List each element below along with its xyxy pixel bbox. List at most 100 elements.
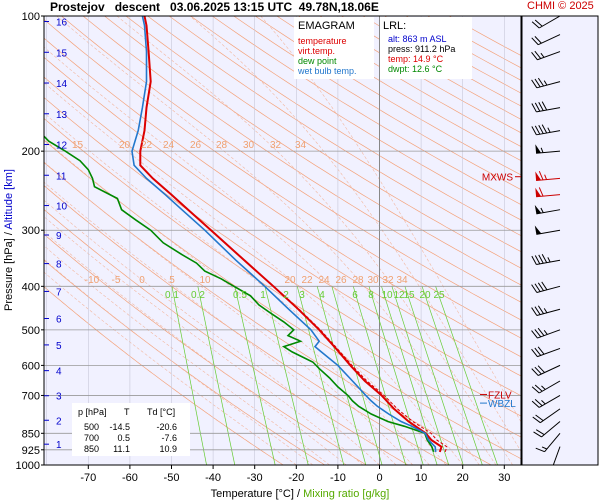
wind-barb-flag (531, 307, 538, 316)
wind-barb-staff (537, 51, 561, 61)
mixing-ratio-label: 20 (419, 290, 431, 301)
wind-pennant (534, 204, 542, 214)
pressure-tick-label: 850 (22, 428, 40, 440)
moist-adiabat-label: -10 (85, 275, 100, 286)
dry-adiabat-line (44, 76, 521, 397)
wind-barb (534, 204, 561, 215)
table-cell: 700 (84, 433, 99, 443)
table-background (72, 403, 190, 456)
wind-barb-flag (541, 124, 548, 134)
dry-adiabat-line (147, 16, 521, 253)
lrl-line: alt: 863 m ASL (388, 34, 447, 44)
temperature-tick-label: -50 (164, 472, 180, 484)
mixing-ratio-line (435, 286, 498, 465)
wind-barb (531, 281, 561, 294)
dry-adiabat-line (44, 56, 521, 377)
moist-adiabat-label: 32 (382, 275, 394, 286)
wind-barb-half (543, 308, 548, 314)
dry-adiabat-label: 20 (119, 140, 131, 151)
lrl-title: LRL: (383, 20, 406, 32)
table-cell: -20.6 (156, 422, 177, 432)
altitude-tick-label: 11 (56, 171, 67, 182)
wind-barb (532, 408, 561, 424)
wind-barb-flag (534, 329, 542, 338)
mixing-ratio-line (171, 286, 207, 465)
wind-barb-flag (537, 327, 545, 336)
temperature-tick-label: 30 (498, 472, 510, 484)
wind-barb-half (540, 147, 544, 153)
wind-barb-staff (536, 308, 561, 316)
moist-adiabat-label: 5 (169, 275, 175, 286)
moist-adiabat-line (44, 258, 314, 465)
dry-adiabat-label: 28 (216, 140, 228, 151)
mixing-ratio-label: 2 (283, 290, 289, 301)
wind-barb-half (543, 80, 548, 86)
mixing-ratio-line (316, 286, 367, 465)
wind-barb (531, 305, 561, 316)
mixing-ratio-label: 0.2 (191, 290, 205, 301)
wind-barb-staff (536, 194, 561, 198)
wind-barb-flag (534, 399, 543, 407)
wind-barb (531, 77, 561, 89)
wind-barb-half (541, 385, 546, 390)
wind-barb-half (541, 400, 546, 405)
altitude-tick-label: 13 (56, 110, 68, 121)
lrl-background (380, 17, 472, 79)
wind-barb-flag (531, 348, 538, 357)
moist-adiabat-line (44, 161, 414, 465)
altitude-tick-label: 5 (56, 341, 62, 352)
wind-barb-flag (534, 78, 541, 88)
dry-adiabat-label: 15 (72, 140, 84, 151)
wind-barb-flag (534, 306, 541, 315)
wind-barb-staff (536, 81, 561, 89)
dry-adiabat-label: 22 (141, 140, 153, 151)
wind-pennant (535, 187, 542, 197)
wind-barb-half (547, 127, 551, 133)
moist-adiabat-label: 0 (139, 275, 145, 286)
altitude-tick-label: 15 (56, 48, 68, 59)
legend-item-label: virt.temp. (298, 46, 335, 56)
moist-adiabat-label: 26 (335, 275, 347, 286)
wind-barb-flag (531, 103, 537, 113)
moist-adiabat-label: 30 (367, 275, 379, 286)
wind-barb-flag (531, 400, 540, 408)
wind-barb-flag (534, 50, 542, 59)
mixing-ratio-line (234, 286, 276, 465)
wind-barb-staff (537, 347, 561, 358)
wind-barb-staff (537, 329, 561, 339)
wind-barb-staff (552, 446, 561, 465)
wind-barb-staff (536, 107, 561, 113)
mixing-ratio-line (421, 286, 483, 465)
lrl-line: temp: 14.9 °C (388, 54, 444, 64)
temperature-tick-label: 20 (457, 472, 469, 484)
mixing-ratio-label: 25 (433, 290, 445, 301)
wind-barb-flag (531, 21, 540, 29)
wind-barb (531, 395, 561, 408)
mixing-ratio-label: 1 (260, 290, 266, 301)
mixing-ratio-label: 15 (403, 290, 415, 301)
wind-barb-half (541, 446, 548, 450)
wind-barb-flag (538, 170, 544, 181)
mixing-ratio-label: 8 (368, 290, 374, 301)
wind-barb-flag (531, 368, 539, 376)
altitude-tick-label: 8 (56, 260, 62, 271)
mixing-ratio-label: 0.1 (165, 290, 179, 301)
wind-barb-flag (532, 416, 541, 424)
wind-barb-flag (538, 254, 544, 264)
temperature-tick-label: -40 (205, 472, 221, 484)
table-header: p [hPa] (78, 407, 107, 417)
wind-barb-staff (536, 130, 561, 136)
wind-barb-half (540, 52, 545, 58)
wind-barb-flag (534, 347, 542, 356)
fzlv-label: FZLV (488, 390, 512, 401)
temperature-tick-label: -10 (330, 472, 346, 484)
wind-barb-half (547, 257, 551, 263)
wind-barb-flag (541, 254, 548, 263)
table-cell: -14.5 (109, 422, 130, 432)
wind-barb-flag (531, 284, 538, 293)
wind-barb-flag (534, 255, 541, 265)
temperature-tick-label: -30 (247, 472, 263, 484)
dry-adiabat-line (211, 16, 521, 206)
wind-pennant (535, 171, 542, 181)
